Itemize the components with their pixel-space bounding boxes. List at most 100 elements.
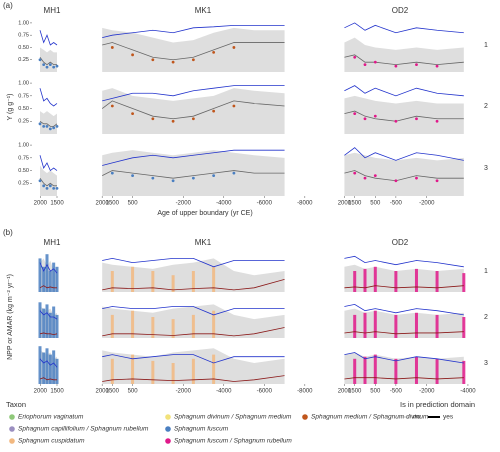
column-title: MK1 <box>195 6 212 15</box>
series-line <box>39 262 58 274</box>
column-title: MH1 <box>44 238 61 247</box>
legend-swatch <box>9 414 15 420</box>
legend-swatch <box>9 438 15 444</box>
taxon-point <box>232 104 236 108</box>
y-tick-label: 0.50 <box>18 168 29 174</box>
taxon-bar <box>42 352 46 384</box>
legend-swatch <box>9 426 15 432</box>
taxon-point <box>394 179 398 183</box>
uncertainty-band <box>344 152 464 196</box>
x-tick-label: -6000 <box>257 389 273 395</box>
taxon-point <box>45 124 49 128</box>
taxon-point <box>48 127 52 131</box>
taxon-point <box>373 114 377 118</box>
taxon-point <box>212 174 216 178</box>
x-tick-label: 500 <box>370 389 381 395</box>
taxon-bar <box>191 314 195 338</box>
taxon-point <box>191 176 195 180</box>
series-line <box>102 327 285 337</box>
taxon-point <box>110 46 114 49</box>
x-tick-label: 2000 <box>96 201 110 207</box>
taxon-bar <box>462 317 466 338</box>
series-line <box>39 30 58 46</box>
series-line <box>102 257 285 268</box>
uncertainty-band <box>40 47 57 72</box>
taxon-point <box>435 119 439 123</box>
taxon-point <box>435 179 439 183</box>
taxon-bar <box>394 358 398 384</box>
taxon-point <box>110 104 114 108</box>
uncertainty-band <box>102 150 285 196</box>
taxon-point <box>45 65 49 69</box>
taxon-bar <box>394 314 398 338</box>
taxon-bar <box>414 312 418 338</box>
series-line <box>344 285 464 289</box>
series-line <box>39 310 58 320</box>
row-label: 3 <box>484 360 488 367</box>
taxon-bar <box>435 271 439 292</box>
taxon-bar <box>353 314 357 338</box>
y-tick-label: 0.75 <box>18 155 29 161</box>
taxon-bar <box>52 262 56 292</box>
taxon-bar <box>151 360 155 384</box>
taxon-bar <box>373 310 377 338</box>
taxon-point <box>191 117 195 121</box>
series-line <box>39 120 58 127</box>
taxon-bar <box>363 312 367 338</box>
uncertainty-band <box>40 111 57 134</box>
series-line <box>102 170 285 179</box>
y-tick-label: 0.25 <box>18 119 29 125</box>
panel-tag: (a) <box>3 1 13 10</box>
taxon-bar <box>151 271 155 292</box>
taxon-point <box>52 65 56 69</box>
taxon-bar <box>212 354 216 384</box>
taxon-point <box>415 117 418 121</box>
taxon-bar <box>171 363 175 384</box>
taxon-bar <box>42 266 46 292</box>
y-tick-label: 0.50 <box>18 45 29 51</box>
taxon-bar <box>212 310 216 338</box>
legend-swatch <box>165 414 171 420</box>
x-tick-label: 1500 <box>106 389 120 395</box>
uncertainty-band <box>102 27 285 72</box>
legend-label: Sphagnum fuscum <box>174 426 229 433</box>
taxon-point <box>232 46 236 49</box>
taxon-bar <box>212 266 216 292</box>
uncertainty-band <box>344 95 464 134</box>
taxon-bar <box>435 358 439 384</box>
taxon-point <box>212 109 216 113</box>
taxon-point <box>373 174 377 178</box>
legend-label: Sphagnum capillifolium / Sphagnum rubell… <box>18 426 149 433</box>
column-title: MK1 <box>195 238 212 247</box>
taxon-point <box>38 179 42 183</box>
taxon-point <box>232 171 236 175</box>
taxon-bar <box>363 268 367 292</box>
y-tick-label: 0.75 <box>18 93 29 99</box>
row-label: 2 <box>484 103 488 110</box>
taxon-point <box>52 186 56 190</box>
taxon-point <box>363 176 367 180</box>
taxon-bar <box>48 354 52 384</box>
series-line <box>102 306 285 316</box>
series-line <box>344 54 464 66</box>
x-tick-label: 500 <box>128 389 139 395</box>
series-line <box>344 170 464 182</box>
taxon-bar <box>52 350 56 384</box>
column-title: MH1 <box>44 6 61 15</box>
series-line <box>39 177 57 187</box>
taxon-bar <box>110 271 114 292</box>
x-tick-label: 500 <box>370 201 381 207</box>
series-line <box>39 358 58 368</box>
x-tick-label: -2000 <box>419 201 435 207</box>
taxon-bar <box>131 310 135 338</box>
row-label: 3 <box>484 165 488 172</box>
taxon-bar <box>45 304 49 338</box>
series-line <box>39 88 58 107</box>
series-line <box>344 352 464 364</box>
taxon-bar <box>48 271 52 292</box>
taxon-point <box>394 64 398 68</box>
series-line <box>39 332 58 336</box>
panel-tag: (b) <box>3 228 13 237</box>
taxon-bar <box>55 266 59 292</box>
taxon-bar <box>191 271 195 292</box>
